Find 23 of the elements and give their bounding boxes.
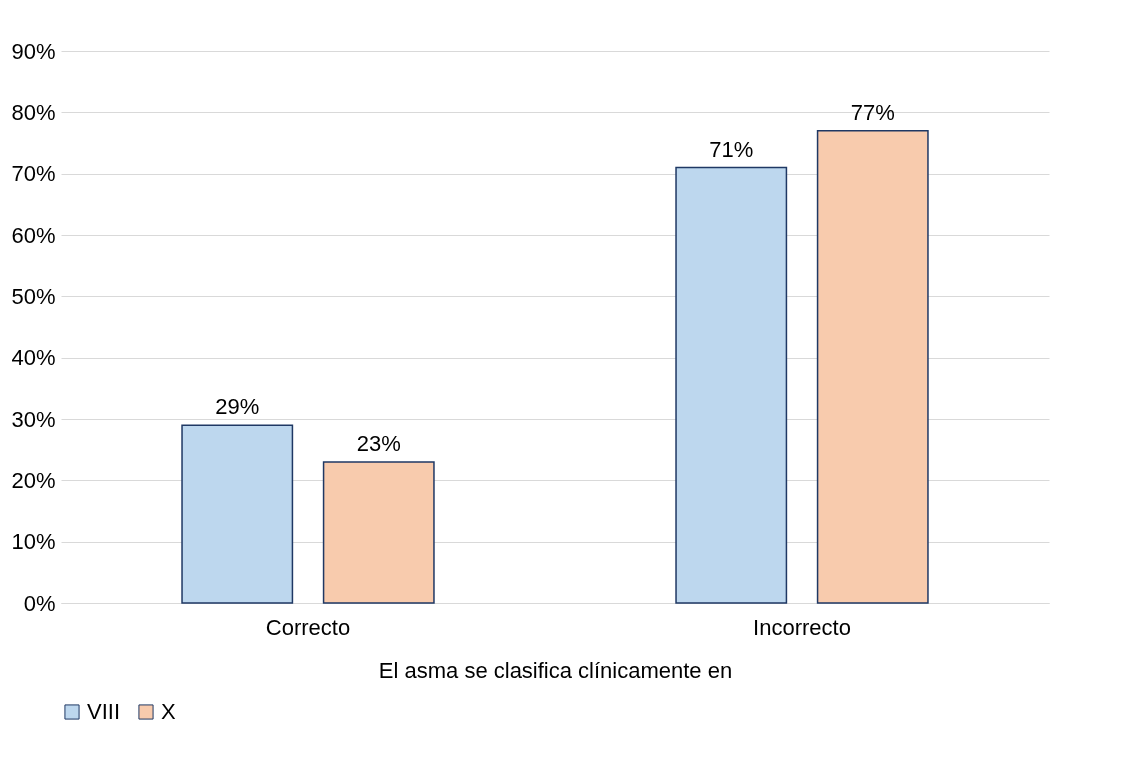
data-label: 23% — [356, 430, 401, 456]
x-tick-label: Incorrecto — [753, 614, 851, 640]
data-label: 77% — [850, 99, 895, 125]
bar — [322, 461, 435, 604]
bar — [181, 424, 294, 604]
y-tick-label: 40% — [11, 345, 56, 371]
y-tick-label: 0% — [23, 590, 56, 616]
y-tick-label: 20% — [11, 467, 56, 493]
y-tick-label: 80% — [11, 99, 56, 125]
bar — [816, 129, 929, 604]
y-tick-label: 10% — [11, 529, 56, 555]
y-tick-label: 50% — [11, 283, 56, 309]
legend-label: X — [161, 699, 176, 724]
data-label: 71% — [709, 136, 754, 162]
data-label: 29% — [215, 394, 260, 420]
x-axis-title: El asma se clasifica clínicamente en — [378, 657, 733, 683]
y-tick-label: 70% — [11, 161, 56, 187]
y-tick-label: 90% — [11, 38, 56, 64]
legend-label: VIII — [87, 699, 121, 724]
x-tick-label: Correcto — [265, 614, 351, 640]
y-tick-label: 30% — [11, 406, 56, 432]
y-tick-label: 60% — [11, 222, 56, 248]
bar — [675, 166, 788, 604]
